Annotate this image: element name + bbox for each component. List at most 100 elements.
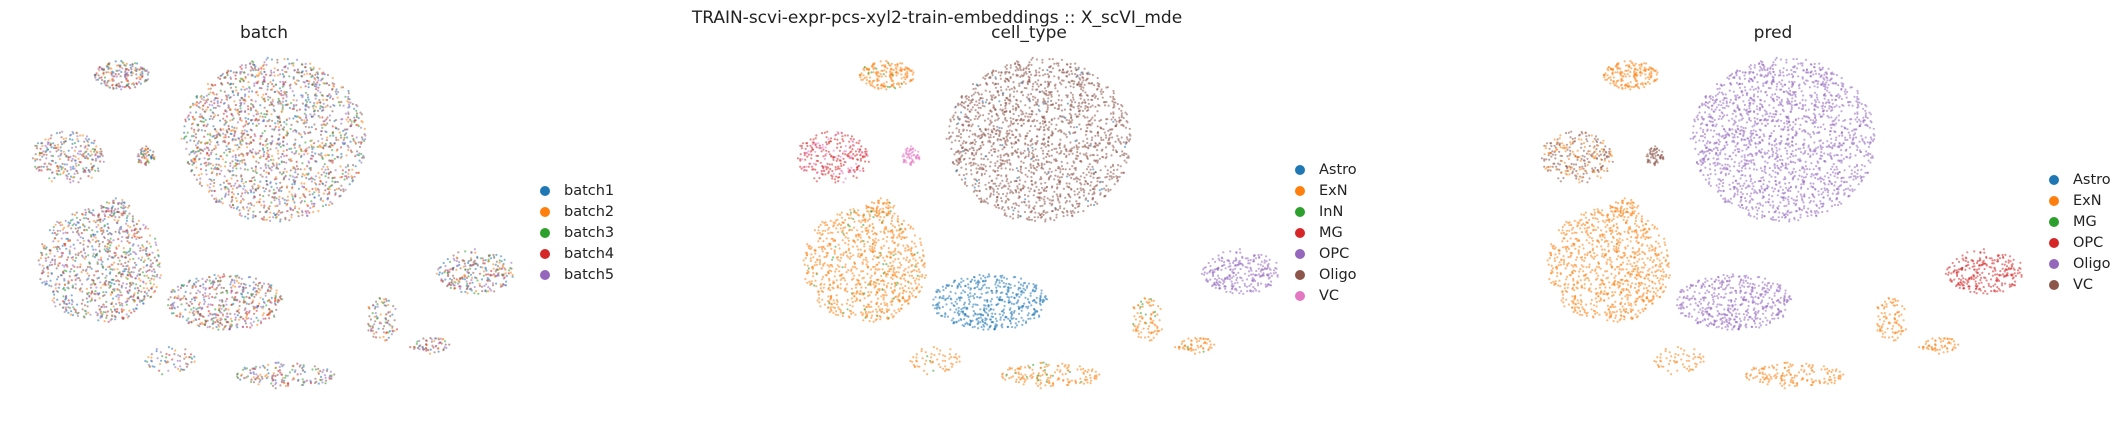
scatter-point — [196, 179, 198, 181]
scatter-point — [96, 226, 98, 228]
scatter-point — [288, 63, 290, 65]
scatter-point — [456, 257, 458, 259]
scatter-point — [1097, 77, 1099, 79]
scatter-point — [979, 97, 981, 99]
scatter-point — [168, 346, 170, 348]
scatter-point — [220, 90, 222, 92]
scatter-point — [198, 174, 200, 176]
legend-marker — [540, 186, 550, 196]
scatter-point — [209, 134, 211, 136]
scatter-point — [312, 75, 314, 77]
scatter-point — [80, 177, 82, 179]
scatter-point — [144, 148, 146, 150]
scatter-point — [107, 283, 109, 285]
scatter-point — [241, 138, 243, 140]
scatter-point — [355, 124, 357, 126]
scatter-point — [76, 135, 78, 137]
scatter-point — [304, 108, 306, 110]
scatter-point — [118, 83, 120, 85]
scatter-point — [105, 311, 107, 313]
scatter-point — [84, 214, 86, 216]
scatter-point — [275, 183, 277, 185]
scatter-point — [277, 211, 279, 213]
scatter-point — [266, 88, 268, 90]
scatter-point — [475, 290, 477, 292]
scatter-point — [65, 248, 67, 250]
scatter-point — [993, 191, 995, 193]
scatter-point — [93, 151, 95, 153]
scatter-point — [248, 303, 250, 305]
scatter-point — [237, 94, 239, 96]
scatter-point — [205, 119, 207, 121]
scatter-point — [305, 92, 307, 94]
scatter-point — [279, 171, 281, 173]
scatter-point — [270, 113, 272, 115]
scatter-point — [1125, 141, 1127, 143]
scatter-point — [243, 283, 245, 285]
scatter-point — [422, 349, 424, 351]
scatter-point — [223, 113, 225, 115]
scatter-point — [271, 169, 273, 171]
scatter-point — [255, 284, 257, 286]
scatter-point — [57, 149, 59, 151]
scatter-point — [165, 356, 167, 358]
scatter-point — [260, 71, 262, 73]
scatter-point — [325, 172, 327, 174]
scatter-point — [184, 136, 186, 138]
scatter-point — [351, 151, 353, 153]
scatter-point — [62, 228, 64, 230]
scatter-point — [1059, 147, 1061, 149]
scatter-point — [117, 268, 119, 270]
scatter-point — [505, 269, 507, 271]
scatter-point — [219, 155, 221, 157]
scatter-point — [95, 160, 97, 162]
scatter-point — [218, 158, 220, 160]
scatter-point — [238, 282, 240, 284]
scatter-point — [110, 242, 112, 244]
scatter-point — [121, 236, 123, 238]
scatter-point — [1054, 87, 1056, 89]
scatter-point — [94, 76, 96, 78]
scatter-point — [244, 216, 246, 218]
scatter-point — [1078, 81, 1080, 83]
scatter-point — [332, 160, 334, 162]
scatter-point — [264, 318, 266, 320]
scatter-point — [350, 125, 352, 127]
scatter-point — [92, 159, 94, 161]
scatter-point — [1043, 214, 1045, 216]
scatter-point — [1057, 90, 1059, 92]
scatter-point — [320, 130, 322, 132]
scatter-point — [317, 368, 319, 370]
scatter-point — [265, 171, 267, 173]
scatter-point — [253, 313, 255, 315]
scatter-point — [430, 349, 432, 351]
scatter-point — [324, 130, 326, 132]
scatter-point — [64, 153, 66, 155]
scatter-point — [93, 214, 95, 216]
scatter-point — [201, 173, 203, 175]
scatter-point — [259, 282, 261, 284]
scatter-point — [133, 299, 135, 301]
scatter-point — [286, 143, 288, 145]
scatter-point — [111, 212, 113, 214]
scatter-point — [71, 279, 73, 281]
scatter-point — [217, 105, 219, 107]
scatter-point — [92, 209, 94, 211]
scatter-point — [138, 289, 140, 291]
scatter-point — [95, 145, 97, 147]
scatter-point — [288, 178, 290, 180]
scatter-point — [352, 179, 354, 181]
scatter-point — [308, 126, 310, 128]
scatter-point — [292, 117, 294, 119]
scatter-point — [296, 109, 298, 111]
scatter-point — [209, 280, 211, 282]
scatter-point — [241, 178, 243, 180]
scatter-point — [118, 297, 120, 299]
scatter-point — [495, 283, 497, 285]
scatter-point — [132, 63, 134, 65]
scatter-point — [239, 111, 241, 113]
scatter-point — [141, 75, 143, 77]
scatter-point — [308, 190, 310, 192]
scatter-point — [244, 309, 246, 311]
scatter-point — [147, 228, 149, 230]
